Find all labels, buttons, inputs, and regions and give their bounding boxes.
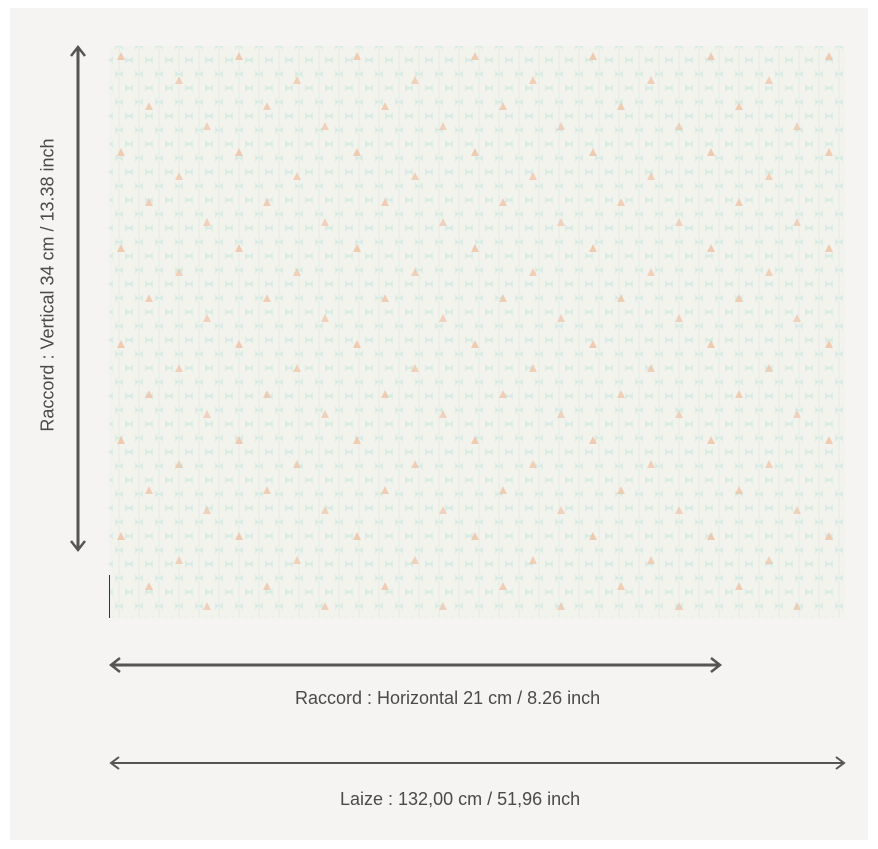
wallpaper-swatch — [109, 46, 845, 618]
vertical-repeat-label: Raccord : Vertical 34 cm / 13.38 inch — [37, 138, 58, 432]
width-label: Laize : 132,00 cm / 51,96 inch — [340, 789, 581, 809]
horizontal-repeat-arrow — [108, 657, 723, 673]
vertical-repeat-arrow — [70, 44, 86, 553]
swatch-edge — [109, 575, 110, 618]
width-arrow — [109, 756, 846, 770]
horizontal-repeat-label: Raccord : Horizontal 21 cm / 8.26 inch — [295, 688, 601, 708]
